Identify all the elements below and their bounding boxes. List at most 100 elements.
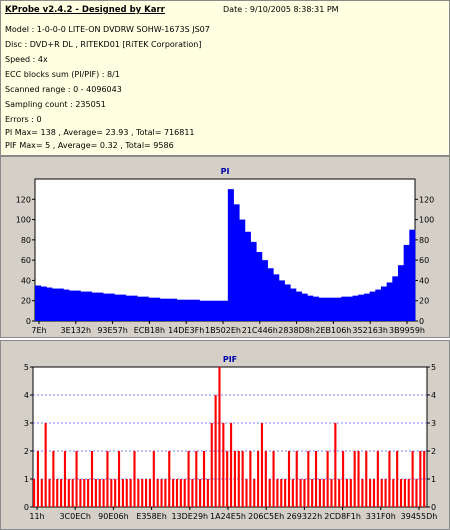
- pif-bar: [195, 451, 198, 507]
- pi-bar: [222, 300, 229, 321]
- x-tick-label: E358Eh: [136, 512, 166, 521]
- pif-bar: [241, 451, 244, 507]
- x-tick-label: 13DE29h: [171, 512, 208, 521]
- pi-bar: [80, 291, 87, 321]
- pif-bar: [260, 423, 264, 507]
- pi-bar: [154, 297, 161, 321]
- x-tick-label: 2EB106h: [315, 326, 351, 335]
- y-tick-label-left: 2: [24, 447, 29, 456]
- pi-bar: [363, 293, 371, 321]
- x-tick-label: 331F0h: [366, 512, 396, 521]
- pif-bar: [67, 479, 70, 507]
- pif-bar: [230, 423, 233, 507]
- y-tick-label-right: 3: [431, 419, 436, 428]
- pi-bar: [375, 289, 382, 321]
- pif-bar: [156, 479, 159, 507]
- pif-bar: [87, 479, 90, 507]
- pi-bar: [307, 295, 314, 321]
- info-pif-summary: PIF Max= 5 , Average= 0.32 , Total= 9586: [5, 141, 174, 150]
- pi-bar: [397, 265, 405, 321]
- y-tick-label-left: 3: [24, 419, 29, 428]
- pi-bar: [278, 280, 285, 321]
- info-pi-summary: PI Max= 138 , Average= 23.93 , Total= 71…: [5, 128, 195, 137]
- y-tick-label-left: 80: [21, 236, 31, 245]
- pif-bar: [121, 479, 124, 507]
- x-tick-label: 2CD8F1h: [324, 512, 361, 521]
- pif-bar: [199, 479, 202, 507]
- info-ecc-blocks: ECC blocks sum (PI/PIF) : 8/1: [5, 70, 120, 79]
- pif-bar: [63, 451, 67, 507]
- pif-bar: [365, 451, 368, 507]
- pi-bar: [227, 189, 234, 321]
- pi-bar: [108, 293, 115, 321]
- scan-date: Date : 9/10/2005 8:38:31 PM: [223, 5, 339, 14]
- pif-bar: [172, 479, 175, 507]
- info-errors: Errors : 0: [5, 115, 42, 124]
- y-tick-label-left: 5: [24, 363, 29, 372]
- pif-bar: [133, 451, 136, 507]
- pi-bar: [380, 286, 388, 321]
- pi-bar: [131, 295, 138, 321]
- pif-bar: [60, 479, 63, 507]
- pi-bar: [318, 297, 325, 321]
- pif-bar: [311, 479, 314, 507]
- x-tick-label: 1A24E5h: [210, 512, 246, 521]
- pif-bar: [75, 451, 78, 507]
- pif-bar: [152, 451, 155, 507]
- app-title: KProbe v2.4.2 - Designed by Karr: [5, 5, 165, 15]
- pi-bar: [312, 296, 319, 321]
- pi-bar: [409, 229, 416, 321]
- pi-bar: [392, 276, 399, 321]
- pi-bar: [261, 260, 268, 321]
- x-tick-label: 21C446h: [242, 326, 278, 335]
- pif-bar: [388, 451, 391, 507]
- pif-bar: [56, 479, 59, 507]
- x-tick-label: 14DE3Fh: [168, 326, 204, 335]
- pif-bar: [52, 451, 55, 507]
- pif-bar: [106, 451, 109, 507]
- pif-bar: [392, 479, 395, 507]
- info-speed: Speed : 4x: [5, 55, 48, 64]
- pif-bar: [361, 479, 364, 507]
- pif-bar: [79, 479, 82, 507]
- info-disc: Disc : DVD+R DL , RITEKD01 [RiTEK Corpor…: [5, 40, 202, 49]
- pi-bar: [69, 290, 76, 321]
- pi-bar: [239, 219, 246, 321]
- y-tick-label-right: 0: [419, 317, 424, 326]
- pif-bar: [291, 479, 294, 507]
- pif-bar: [145, 479, 148, 507]
- y-tick-label-right: 60: [419, 256, 429, 265]
- pif-bar: [353, 451, 356, 507]
- pi-bar: [329, 297, 336, 321]
- pif-bar: [210, 423, 213, 507]
- info-model: Model : 1-0-0-0 LITE-ON DVDRW SOHW-1673S…: [5, 25, 210, 34]
- pif-bar: [411, 451, 414, 507]
- x-tick-label: 11h: [29, 512, 44, 521]
- pif-chart: PIF 0 0 1 1 2 2 3 3 4 4 5 5 11h 3C0ECh 90E06h E358Eh 13DE…: [24, 355, 437, 521]
- y-tick-label-right: 120: [419, 195, 434, 204]
- pif-bar: [322, 479, 325, 507]
- pi-bar: [193, 299, 200, 321]
- pi-bar: [176, 299, 183, 321]
- pi-bar: [114, 294, 121, 321]
- pi-bar: [57, 288, 64, 321]
- pif-bar: [349, 479, 352, 507]
- x-tick-label: 93E57h: [97, 326, 127, 335]
- pi-bar: [35, 285, 42, 321]
- pif-bar: [160, 479, 163, 507]
- pif-bar: [334, 423, 337, 507]
- pi-bar: [386, 282, 393, 321]
- pif-bar: [276, 479, 279, 507]
- pif-bar: [237, 451, 240, 507]
- pi-bar: [159, 298, 166, 321]
- info-scanned-range: Scanned range : 0 - 4096043: [5, 85, 122, 94]
- pi-bar: [250, 241, 257, 321]
- pi-bar: [295, 291, 302, 321]
- pif-bar: [191, 479, 194, 507]
- pif-bar: [148, 479, 152, 507]
- pif-bar: [396, 451, 399, 507]
- pif-bar: [98, 479, 101, 507]
- pif-bar: [94, 479, 97, 507]
- pi-bar: [256, 252, 263, 321]
- pi-bar: [301, 293, 308, 321]
